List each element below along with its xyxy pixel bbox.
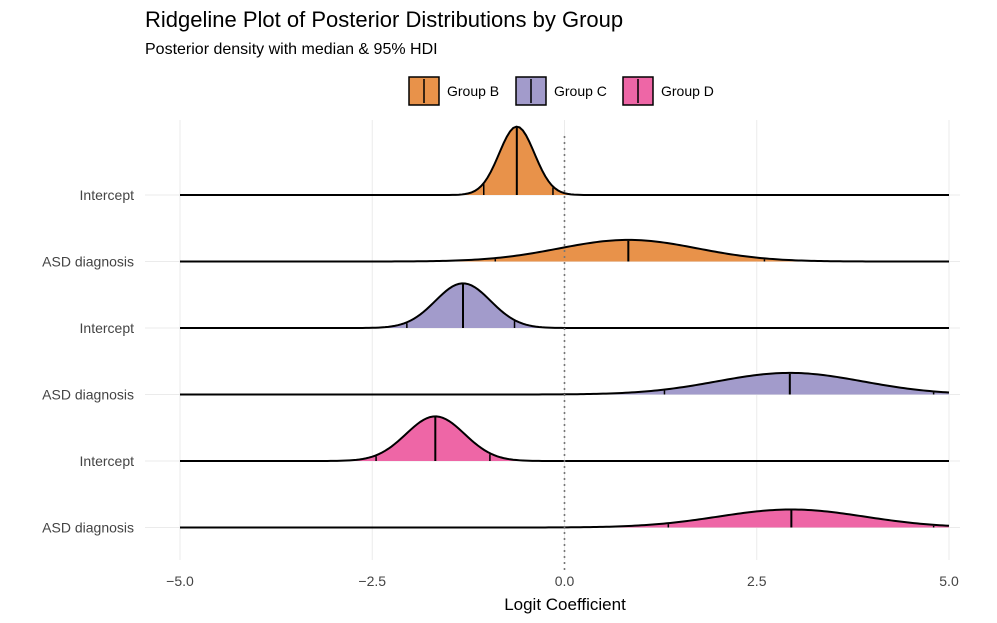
y-tick-label: ASD diagnosis (42, 254, 134, 270)
x-axis-label: Logit Coefficient (504, 595, 626, 614)
x-axis-ticks: −5.0 −2.5 0.0 2.5 5.0 (166, 573, 959, 589)
legend-label: Group D (661, 83, 714, 99)
legend-item: Group B (408, 76, 499, 106)
legend-label: Group B (447, 83, 499, 99)
ridge-density-outline (180, 282, 949, 329)
ridge-density-outline (180, 238, 949, 263)
y-tick-label: Intercept (80, 320, 135, 336)
y-tick-label: ASD diagnosis (42, 387, 134, 403)
ridge (180, 238, 949, 263)
y-tick-label: Intercept (80, 453, 135, 469)
x-tick-label: 0.0 (555, 573, 575, 589)
legend-item: Group C (515, 76, 607, 106)
chart-title: Ridgeline Plot of Posterior Distribution… (145, 7, 623, 32)
y-tick-label: ASD diagnosis (42, 520, 134, 536)
ridge (180, 282, 949, 329)
x-tick-label: −2.5 (358, 573, 386, 589)
legend: Group B Group C Group D (408, 76, 714, 106)
legend-label: Group C (554, 83, 607, 99)
ridge-density-fill (499, 509, 949, 528)
ridge-density-outline (180, 125, 949, 196)
chart-subtitle: Posterior density with median & 95% HDI (145, 41, 438, 58)
y-axis-labels: Intercept ASD diagnosis Intercept ASD diagn… (42, 187, 134, 536)
ridge (180, 125, 949, 196)
y-tick-label: Intercept (80, 187, 135, 203)
x-tick-label: 5.0 (939, 573, 959, 589)
x-tick-label: 2.5 (747, 573, 767, 589)
ridge-density-fill (497, 372, 949, 395)
legend-item: Group D (622, 76, 714, 106)
x-tick-label: −5.0 (166, 573, 194, 589)
